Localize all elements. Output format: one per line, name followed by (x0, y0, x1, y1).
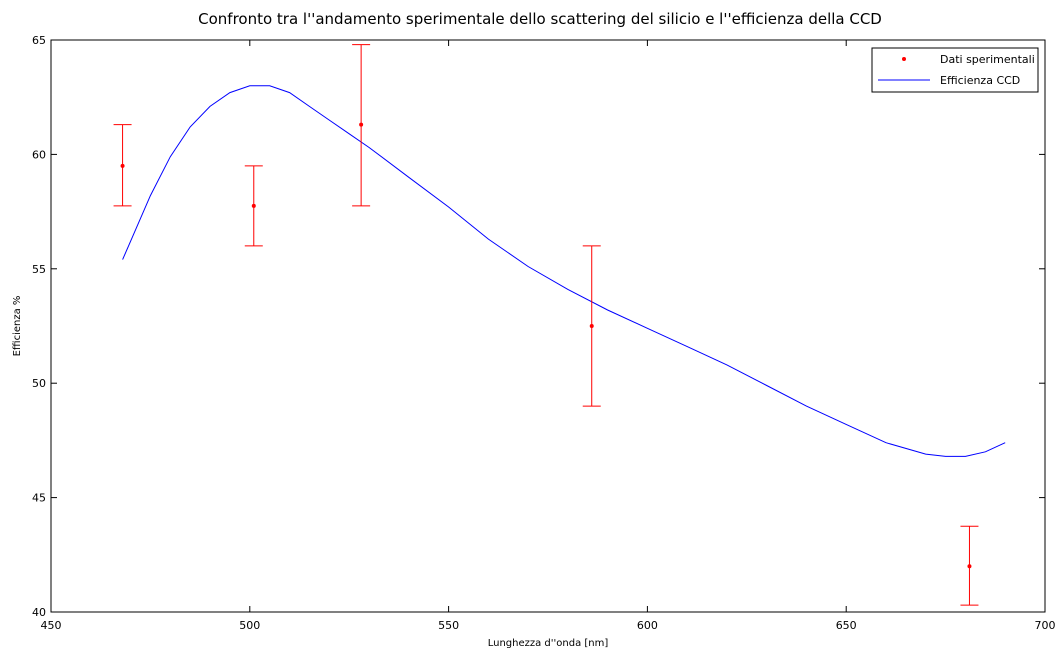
plot-area (50, 39, 1046, 613)
y-tick-label: 60 (32, 148, 46, 161)
y-tick-label: 45 (32, 492, 46, 505)
legend-box (871, 47, 1039, 93)
data-point (120, 163, 125, 168)
y-tick-label: 40 (32, 606, 46, 619)
legend-label-ccd: Efficienza CCD (940, 74, 1020, 87)
y-axis-label: Efficienza % (12, 296, 23, 357)
legend: Dati sperimentali Efficienza CCD (871, 47, 1039, 93)
y-tick-label: 65 (32, 34, 46, 47)
chart-marks (113, 44, 1006, 606)
x-axis-label: Lunghezza d''onda [nm] (488, 638, 609, 649)
x-tick-label: 450 (41, 619, 62, 632)
x-tick-label: 500 (239, 619, 260, 632)
data-point (589, 324, 594, 328)
data-point (359, 122, 364, 127)
y-tick-label: 50 (32, 377, 46, 390)
data-point (967, 564, 972, 569)
x-tick-label: 650 (836, 619, 857, 632)
legend-marker-dati (902, 57, 906, 61)
ccd-efficiency-line (122, 85, 1006, 457)
chart-title: Confronto tra l''andamento sperimentale … (198, 10, 882, 28)
x-tick-label: 550 (438, 619, 459, 632)
x-tick-label: 700 (1035, 619, 1056, 632)
axis-ticks: 450 500 550 600 650 700 40 45 50 55 60 65 (32, 34, 1056, 632)
y-tick-label: 55 (32, 263, 46, 276)
legend-label-dati: Dati sperimentali (940, 53, 1035, 66)
data-point (251, 203, 256, 208)
x-tick-label: 600 (637, 619, 658, 632)
